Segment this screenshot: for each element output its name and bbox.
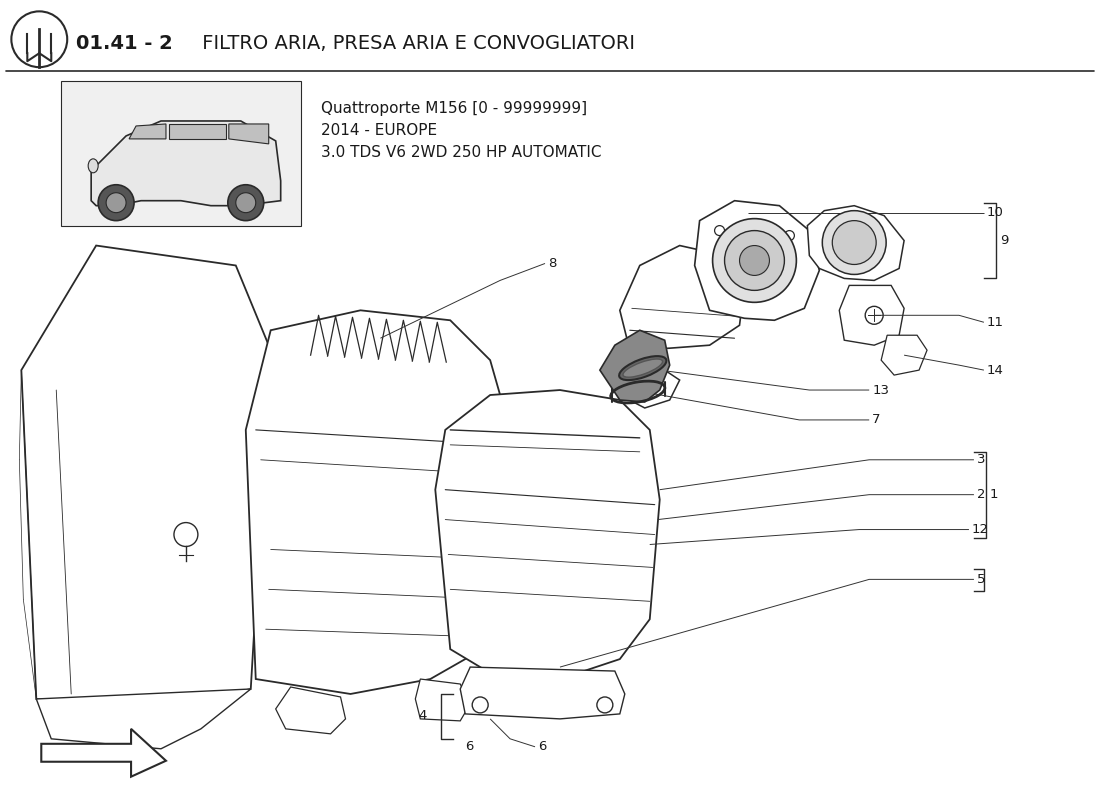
Polygon shape <box>229 124 268 144</box>
Polygon shape <box>21 246 271 709</box>
Circle shape <box>823 210 887 274</box>
Polygon shape <box>129 124 166 139</box>
Polygon shape <box>91 121 280 206</box>
Circle shape <box>235 193 255 213</box>
Polygon shape <box>416 679 470 721</box>
Circle shape <box>98 185 134 221</box>
Polygon shape <box>169 124 226 139</box>
Text: 5: 5 <box>977 573 986 586</box>
Text: 3.0 TDS V6 2WD 250 HP AUTOMATIC: 3.0 TDS V6 2WD 250 HP AUTOMATIC <box>320 145 601 160</box>
Text: 13: 13 <box>872 383 889 397</box>
Ellipse shape <box>88 159 98 173</box>
Text: 6: 6 <box>538 740 547 754</box>
Circle shape <box>174 522 198 546</box>
Circle shape <box>472 697 488 713</box>
Circle shape <box>106 193 127 213</box>
Text: 01.41 - 2: 01.41 - 2 <box>76 34 173 53</box>
Polygon shape <box>600 330 670 402</box>
Text: 12: 12 <box>972 523 989 536</box>
Circle shape <box>715 226 725 235</box>
Polygon shape <box>276 687 345 734</box>
Polygon shape <box>42 729 166 777</box>
Polygon shape <box>619 370 680 408</box>
Polygon shape <box>36 689 251 749</box>
Text: Quattroporte M156 [0 - 99999999]: Quattroporte M156 [0 - 99999999] <box>320 101 586 116</box>
Circle shape <box>866 306 883 324</box>
Circle shape <box>713 218 796 302</box>
Ellipse shape <box>619 356 667 380</box>
Polygon shape <box>436 390 660 679</box>
Circle shape <box>784 230 794 241</box>
Text: FILTRO ARIA, PRESA ARIA E CONVOGLIATORI: FILTRO ARIA, PRESA ARIA E CONVOGLIATORI <box>196 34 635 53</box>
Text: 9: 9 <box>1000 234 1009 247</box>
Polygon shape <box>807 206 904 281</box>
Text: 7: 7 <box>872 414 881 426</box>
Circle shape <box>833 221 877 265</box>
FancyBboxPatch shape <box>62 81 300 226</box>
Text: 2: 2 <box>977 488 986 501</box>
Circle shape <box>597 697 613 713</box>
Polygon shape <box>619 246 745 350</box>
Text: 10: 10 <box>987 206 1004 219</box>
Text: 6: 6 <box>465 740 474 754</box>
Polygon shape <box>839 286 904 345</box>
Ellipse shape <box>623 359 662 378</box>
Circle shape <box>228 185 264 221</box>
Text: 11: 11 <box>987 316 1004 329</box>
Circle shape <box>725 230 784 290</box>
Circle shape <box>739 246 769 275</box>
Text: 3: 3 <box>977 454 986 466</box>
Polygon shape <box>245 310 510 694</box>
Polygon shape <box>694 201 820 320</box>
Text: 4: 4 <box>418 710 427 722</box>
Text: 14: 14 <box>987 364 1004 377</box>
Text: 1: 1 <box>990 488 999 501</box>
Polygon shape <box>881 335 927 375</box>
Polygon shape <box>460 667 625 719</box>
Text: 2014 - EUROPE: 2014 - EUROPE <box>320 123 437 138</box>
Text: 8: 8 <box>548 257 557 270</box>
Circle shape <box>11 11 67 67</box>
